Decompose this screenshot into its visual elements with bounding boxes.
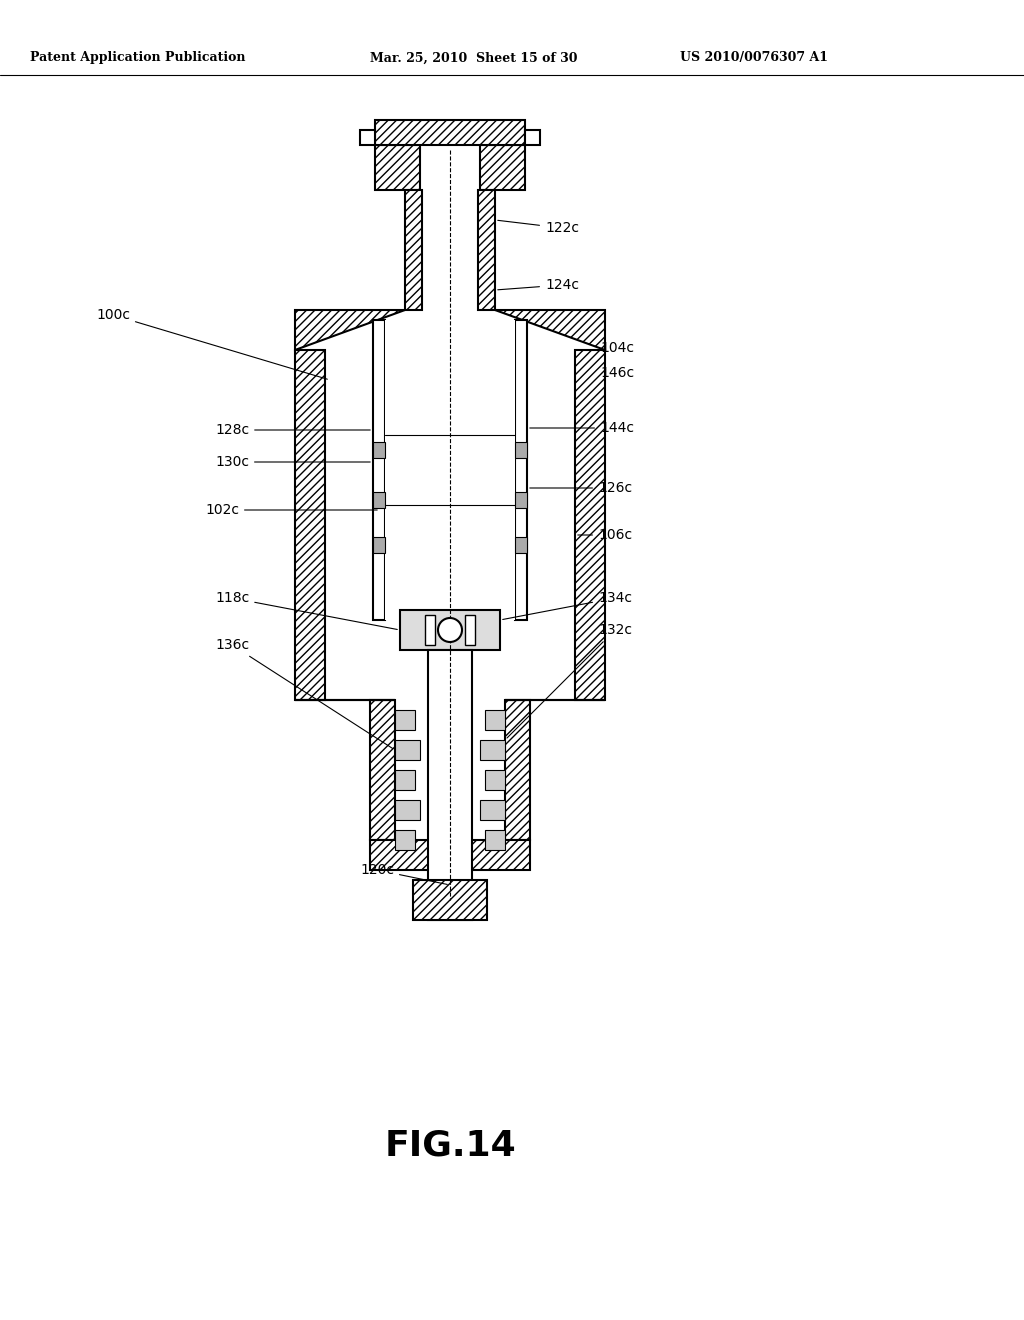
Polygon shape (395, 710, 415, 730)
Text: 104c: 104c (600, 341, 634, 360)
Polygon shape (478, 190, 495, 310)
Text: 144c: 144c (529, 421, 634, 436)
Polygon shape (515, 442, 527, 458)
Text: 126c: 126c (529, 480, 632, 495)
Polygon shape (373, 319, 385, 620)
Polygon shape (360, 129, 375, 145)
Text: 132c: 132c (507, 623, 632, 738)
Text: 118c: 118c (215, 591, 397, 630)
Polygon shape (370, 840, 530, 870)
Polygon shape (395, 800, 420, 820)
Polygon shape (373, 537, 385, 553)
Text: 102c: 102c (205, 503, 377, 517)
Polygon shape (375, 145, 420, 190)
Polygon shape (375, 120, 525, 145)
Text: Patent Application Publication: Patent Application Publication (30, 51, 246, 65)
Polygon shape (525, 129, 540, 145)
Polygon shape (515, 319, 527, 620)
Text: 120c: 120c (360, 863, 447, 884)
Polygon shape (395, 770, 415, 789)
Polygon shape (425, 615, 435, 645)
Polygon shape (480, 741, 505, 760)
Text: FIG.14: FIG.14 (384, 1129, 516, 1162)
Circle shape (438, 618, 462, 642)
Text: 146c: 146c (600, 366, 634, 385)
Polygon shape (295, 350, 325, 700)
Polygon shape (485, 770, 505, 789)
Polygon shape (480, 145, 525, 190)
Polygon shape (505, 700, 530, 840)
Polygon shape (465, 615, 475, 645)
Polygon shape (395, 830, 415, 850)
Text: Mar. 25, 2010  Sheet 15 of 30: Mar. 25, 2010 Sheet 15 of 30 (370, 51, 578, 65)
Text: 128c: 128c (215, 422, 371, 437)
Polygon shape (400, 610, 500, 649)
Text: 122c: 122c (498, 220, 579, 235)
Text: 100c: 100c (96, 308, 328, 379)
Text: 136c: 136c (215, 638, 392, 748)
Polygon shape (575, 350, 605, 700)
Polygon shape (485, 830, 505, 850)
Text: 124c: 124c (498, 279, 579, 292)
Polygon shape (495, 310, 605, 350)
Text: 134c: 134c (503, 591, 632, 619)
Polygon shape (515, 537, 527, 553)
Polygon shape (370, 700, 395, 840)
Polygon shape (480, 800, 505, 820)
Polygon shape (485, 710, 505, 730)
Text: US 2010/0076307 A1: US 2010/0076307 A1 (680, 51, 828, 65)
Polygon shape (406, 190, 422, 310)
Polygon shape (295, 310, 406, 350)
Polygon shape (385, 319, 515, 620)
Polygon shape (413, 880, 487, 920)
Polygon shape (373, 492, 385, 508)
Polygon shape (515, 492, 527, 508)
Polygon shape (428, 649, 472, 920)
Text: 130c: 130c (215, 455, 371, 469)
Text: 106c: 106c (578, 528, 632, 543)
Polygon shape (395, 741, 420, 760)
Polygon shape (373, 442, 385, 458)
